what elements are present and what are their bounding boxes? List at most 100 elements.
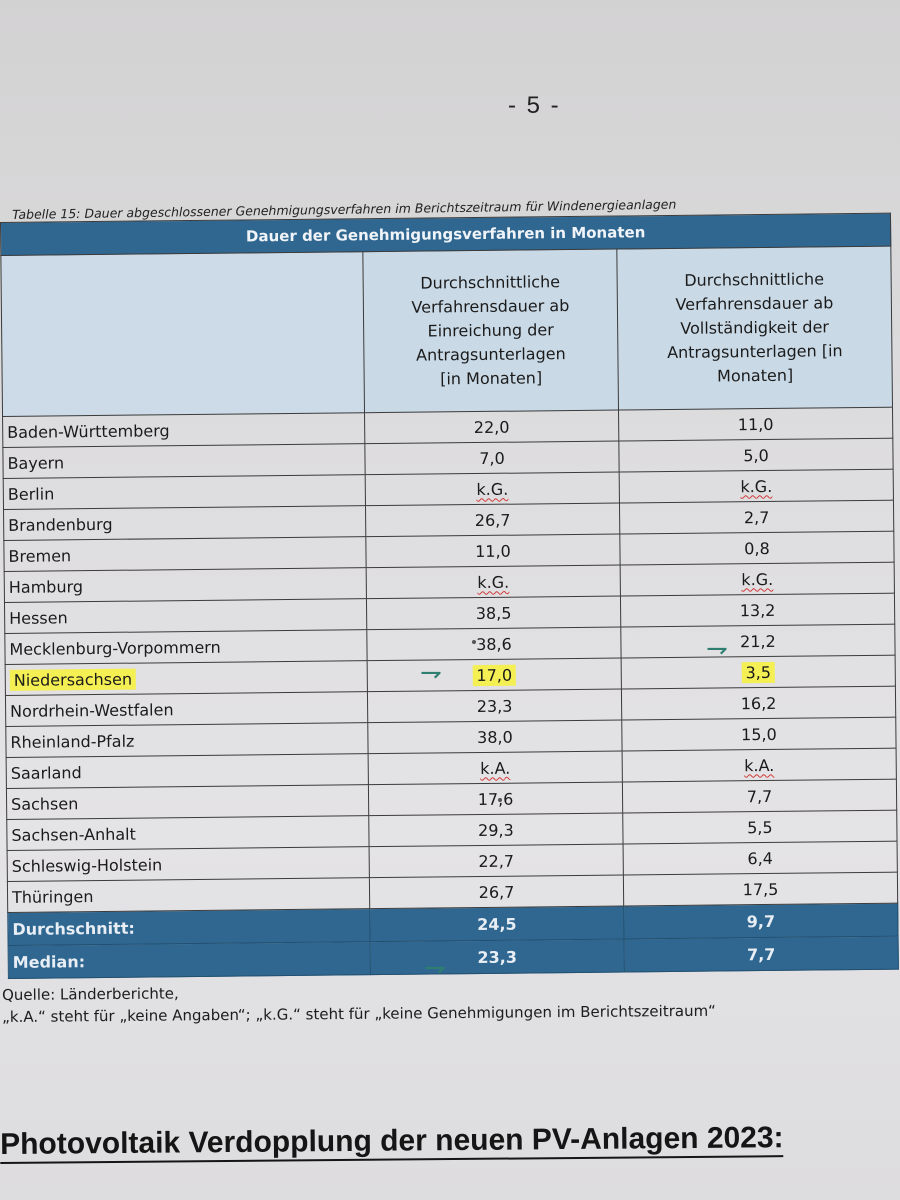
- state-name-cell: Niedersachsen: [5, 660, 368, 696]
- summary-col2-cell: 9,7: [623, 903, 899, 940]
- col1-value-cell-text: 38,5: [475, 603, 512, 623]
- col1-value-cell: 29,3: [368, 813, 624, 847]
- col1-value-cell: k.G.: [365, 472, 620, 506]
- state-name-cell-text: Berlin: [7, 483, 55, 504]
- section-heading: Photovoltaik Verdopplung der neuen PV-An…: [0, 1121, 784, 1164]
- table-header-row: Durchschnittliche Verfahrensdauer ab Ein…: [0, 246, 893, 417]
- state-name-cell-text: Sachsen: [10, 793, 79, 814]
- col2-value-cell-text: k.G.: [741, 569, 774, 589]
- state-name-cell-text: Sachsen-Anhalt: [11, 824, 136, 845]
- col2-value-cell-text: 15,0: [740, 724, 777, 744]
- col1-value-cell: 11,0: [365, 534, 621, 568]
- col2-value-cell-text: 3,5: [741, 661, 776, 683]
- col1-value-cell: 22,0: [364, 410, 619, 444]
- speck: [472, 640, 476, 644]
- col2-value-cell-text: 2,7: [743, 507, 770, 527]
- col2-value-cell-text: 6,4: [747, 848, 774, 868]
- col1-value-cell: 26,7: [369, 875, 624, 909]
- col2-value-cell: k.G.: [619, 469, 894, 504]
- state-name-cell: Schleswig-Holstein: [7, 846, 370, 882]
- state-name-cell: Thüringen: [7, 877, 370, 913]
- summary-label-cell: Durchschnitt:: [7, 908, 371, 946]
- col2-value-cell: 3,5: [621, 655, 896, 690]
- col2-value-cell-text: 11,0: [737, 414, 774, 434]
- col2-value-cell: 5,5: [622, 810, 898, 845]
- col2-value-cell: 5,0: [618, 438, 894, 473]
- col1-value-cell-text: 11,0: [475, 541, 511, 561]
- col1-value-cell-text: 17,6: [477, 789, 514, 809]
- state-name-cell-text: Rheinland-Pfalz: [10, 731, 135, 752]
- header-col1: Durchschnittliche Verfahrensdauer ab Ein…: [362, 249, 619, 413]
- state-name-cell-text: Brandenburg: [8, 514, 113, 535]
- summary-col1-cell: 24,5: [369, 906, 625, 942]
- col2-value-cell-text: 16,2: [740, 693, 777, 713]
- state-name-cell-text: Saarland: [10, 762, 82, 783]
- col2-value-cell: 6,4: [623, 841, 898, 876]
- handwritten-arrow-mark: ⇁: [420, 658, 442, 688]
- col2-value-cell-text: 0,8: [744, 538, 770, 558]
- state-name-cell: Sachsen: [6, 784, 369, 820]
- col1-value-cell: 17,6: [368, 782, 623, 816]
- header-col1-text: Durchschnittliche Verfahrensdauer ab Ein…: [411, 272, 570, 389]
- col2-value-cell: 11,0: [618, 407, 893, 442]
- col2-value-cell-text: 5,0: [743, 445, 769, 465]
- state-name-cell: Berlin: [3, 474, 366, 510]
- state-name-cell-text: Baden-Württemberg: [7, 420, 170, 442]
- col1-value-cell: 17,0: [367, 658, 622, 692]
- state-name-cell-text: Hamburg: [8, 576, 84, 597]
- col2-value-cell-text: 5,5: [747, 817, 773, 837]
- summary-col2-cell: 7,7: [624, 936, 899, 973]
- col2-value-cell: 0,8: [619, 531, 895, 566]
- col2-value-cell: 7,7: [622, 779, 897, 814]
- table-body: Baden-Württemberg 22,0 11,0 Bayern 7,0 5,0 Ber…: [2, 407, 898, 913]
- col1-value-cell: 22,7: [369, 844, 624, 878]
- col1-value-cell-text: k.A.: [480, 758, 511, 778]
- state-name-cell: Bremen: [3, 536, 367, 572]
- col2-value-cell: 16,2: [621, 686, 896, 721]
- col2-value-cell-text: k.A.: [744, 755, 775, 775]
- footnote-legend: „k.A.“ steht für „keine Angaben“; „k.G.“…: [2, 1001, 717, 1026]
- col1-value-cell: k.G.: [366, 565, 621, 599]
- col2-value-cell-text: 13,2: [739, 600, 776, 620]
- approval-duration-table: Dauer der Genehmigungsverfahren in Monat…: [0, 213, 899, 979]
- col1-value-cell-text: 22,7: [478, 851, 515, 871]
- col2-value-cell-text: k.G.: [740, 476, 773, 496]
- state-name-cell: Saarland: [6, 753, 369, 789]
- handwritten-arrow-mark: ⇁: [424, 953, 446, 983]
- header-col2: Durchschnittliche Verfahrensdauer ab Vol…: [616, 246, 893, 411]
- col1-value-cell-text: 7,0: [479, 448, 505, 468]
- col1-value-cell-text: 38,0: [477, 727, 513, 747]
- state-name-cell: Sachsen-Anhalt: [6, 815, 370, 851]
- state-name-cell-text: Bayern: [7, 452, 65, 473]
- col1-value-cell-text: 23,3: [476, 696, 513, 716]
- state-name-cell-text: Mecklenburg-Vorpommern: [9, 637, 221, 659]
- col2-value-cell-text: 21,2: [740, 631, 776, 651]
- col2-value-cell: k.A.: [622, 748, 897, 783]
- summary-col1-cell: 23,3: [370, 939, 625, 975]
- col1-value-cell: 7,0: [364, 441, 620, 475]
- header-col2-text: Durchschnittliche Verfahrensdauer ab Vol…: [667, 269, 843, 386]
- col2-value-cell-text: 17,5: [742, 879, 779, 899]
- col1-value-cell-text: 38,6: [476, 634, 512, 654]
- col2-value-cell-text: 7,7: [746, 786, 773, 806]
- header-blank-cell: [0, 251, 365, 417]
- state-name-cell: Mecklenburg-Vorpommern: [4, 629, 368, 665]
- state-name-cell: Bayern: [2, 443, 366, 479]
- state-name-cell-text: Hessen: [9, 607, 68, 628]
- state-name-cell-text: Nordrhein-Westfalen: [10, 699, 174, 721]
- state-name-cell: Baden-Württemberg: [2, 412, 365, 448]
- col1-value-cell: 38,5: [366, 596, 621, 630]
- col2-value-cell: 21,2: [620, 624, 896, 659]
- col1-value-cell-text: k.G.: [477, 572, 510, 592]
- speck: [498, 798, 502, 802]
- col2-value-cell: 15,0: [621, 717, 897, 752]
- state-name-cell-text: Thüringen: [11, 886, 94, 907]
- col1-value-cell: 26,7: [365, 503, 620, 537]
- state-name-cell-text: Niedersachsen: [9, 668, 137, 691]
- state-name-cell: Nordrhein-Westfalen: [5, 691, 368, 727]
- col1-value-cell-text: 22,0: [473, 417, 510, 437]
- col1-value-cell: k.A.: [368, 751, 623, 785]
- col1-value-cell: 38,6: [366, 627, 622, 661]
- page-number: - 5 -: [508, 92, 561, 119]
